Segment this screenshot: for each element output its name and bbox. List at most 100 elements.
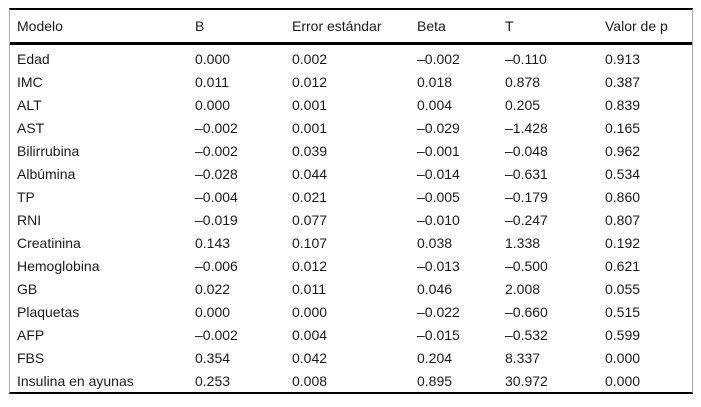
row-label: FBS	[17, 349, 45, 366]
row-label: GB	[17, 280, 38, 297]
value-cell: –0.029	[417, 119, 460, 136]
value-cell: –0.002	[195, 142, 238, 159]
value-cell: 2.008	[505, 280, 541, 297]
row-label: Hemoglobina	[17, 257, 100, 274]
value-cell: 0.039	[292, 142, 328, 159]
value-cell: –0.110	[505, 50, 547, 67]
value-cell: –0.532	[505, 326, 548, 343]
table-row: Hemoglobina –0.006 0.012 –0.013 –0.500 0.621	[10, 254, 692, 277]
value-cell: 0.021	[292, 188, 328, 205]
table-row: Creatinina 0.143 0.107 0.038 1.338 0.192	[10, 231, 692, 254]
value-cell: 0.012	[292, 257, 328, 274]
value-cell: 0.205	[505, 96, 541, 113]
value-cell: –0.001	[417, 142, 460, 159]
value-cell: 0.077	[292, 211, 328, 228]
row-label: AFP	[17, 326, 45, 343]
value-cell: 0.143	[195, 234, 231, 251]
value-cell: 0.011	[292, 280, 326, 297]
value-cell: 0.000	[195, 96, 231, 113]
table-header: Modelo B Error estándar Beta T Valor de …	[10, 10, 692, 45]
value-cell: 0.042	[292, 349, 328, 366]
row-label: TP	[17, 188, 35, 205]
table-row: ALT 0.000 0.001 0.004 0.205 0.839	[10, 93, 692, 116]
row-label: RNI	[17, 211, 42, 228]
value-cell: –0.179	[505, 188, 548, 205]
row-label: IMC	[17, 73, 43, 90]
column-header-beta: Beta	[417, 10, 505, 45]
value-cell: 0.000	[195, 303, 231, 320]
value-cell: 0.012	[292, 73, 328, 90]
value-cell: 30.972	[505, 372, 548, 389]
value-cell: 0.022	[195, 280, 231, 297]
value-cell: 0.046	[417, 280, 453, 297]
value-cell: –0.028	[195, 165, 238, 182]
value-cell: 0.515	[605, 303, 641, 320]
value-cell: 0.000	[605, 349, 641, 366]
value-cell: 0.018	[417, 73, 453, 90]
row-label: Albúmina	[17, 165, 76, 182]
value-cell: 0.165	[605, 119, 641, 136]
table-row: AFP –0.002 0.004 –0.015 –0.532 0.599	[10, 323, 692, 346]
column-header-valor-de-p: Valor de p	[605, 10, 692, 45]
value-cell: 0.599	[605, 326, 641, 343]
column-header-t: T	[505, 10, 605, 45]
table-row: Albúmina –0.028 0.044 –0.014 –0.631 0.534	[10, 162, 692, 185]
value-cell: 0.004	[417, 96, 453, 113]
value-cell: –0.048	[505, 142, 548, 159]
row-label: Creatinina	[17, 234, 81, 251]
value-cell: –0.004	[195, 188, 238, 205]
value-cell: 0.878	[505, 73, 541, 90]
value-cell: 8.337	[505, 349, 541, 366]
value-cell: 1.338	[505, 234, 541, 251]
value-cell: 0.008	[292, 372, 328, 389]
value-cell: –0.005	[417, 188, 460, 205]
value-cell: 0.001	[292, 119, 328, 136]
regression-table-container: Modelo B Error estándar Beta T Valor de …	[9, 8, 693, 394]
table-row: Plaquetas 0.000 0.000 –0.022 –0.660 0.515	[10, 300, 692, 323]
value-cell: –1.428	[505, 119, 548, 136]
value-cell: 0.000	[292, 303, 328, 320]
value-cell: 0.807	[605, 211, 641, 228]
value-cell: 0.004	[292, 326, 328, 343]
value-cell: 0.962	[605, 142, 641, 159]
value-cell: –0.631	[505, 165, 548, 182]
value-cell: 0.000	[195, 50, 231, 67]
table-row: TP –0.004 0.021 –0.005 –0.179 0.860	[10, 185, 692, 208]
value-cell: –0.013	[417, 257, 460, 274]
value-cell: –0.660	[505, 303, 548, 320]
table-row: GB 0.022 0.011 0.046 2.008 0.055	[10, 277, 692, 300]
value-cell: 0.002	[292, 50, 328, 67]
value-cell: 0.000	[605, 372, 641, 389]
table-row: Insulina en ayunas 0.253 0.008 0.895 30.972 0…	[10, 369, 692, 392]
row-label: Plaquetas	[17, 303, 80, 320]
column-header-b: B	[195, 10, 292, 45]
value-cell: –0.015	[417, 326, 460, 343]
regression-table: Modelo B Error estándar Beta T Valor de …	[10, 10, 692, 392]
value-cell: –0.010	[417, 211, 460, 228]
value-cell: 0.038	[417, 234, 453, 251]
row-label: AST	[17, 119, 45, 136]
value-cell: –0.014	[417, 165, 460, 182]
value-cell: 0.839	[605, 96, 641, 113]
column-header-error-estandar: Error estándar	[292, 10, 417, 45]
value-cell: 0.204	[417, 349, 453, 366]
value-cell: –0.002	[195, 119, 238, 136]
column-header-modelo: Modelo	[10, 10, 195, 45]
table-body: Edad 0.000 0.002 –0.002 –0.110 0.913 IMC 0.011 0…	[10, 44, 692, 393]
value-cell: 0.011	[195, 73, 229, 90]
table-row: IMC 0.011 0.012 0.018 0.878 0.387	[10, 70, 692, 93]
value-cell: 0.534	[605, 165, 641, 182]
table-row: AST –0.002 0.001 –0.029 –1.428 0.165	[10, 116, 692, 139]
value-cell: 0.107	[292, 234, 328, 251]
value-cell: –0.022	[417, 303, 460, 320]
row-label: Insulina en ayunas	[17, 372, 134, 389]
value-cell: 0.044	[292, 165, 328, 182]
value-cell: 0.001	[292, 96, 328, 113]
value-cell: 0.860	[605, 188, 641, 205]
row-label: Bilirrubina	[17, 142, 80, 159]
value-cell: –0.500	[505, 257, 548, 274]
value-cell: –0.002	[417, 50, 460, 67]
value-cell: 0.895	[417, 372, 453, 389]
value-cell: –0.247	[505, 211, 548, 228]
value-cell: –0.002	[195, 326, 238, 343]
